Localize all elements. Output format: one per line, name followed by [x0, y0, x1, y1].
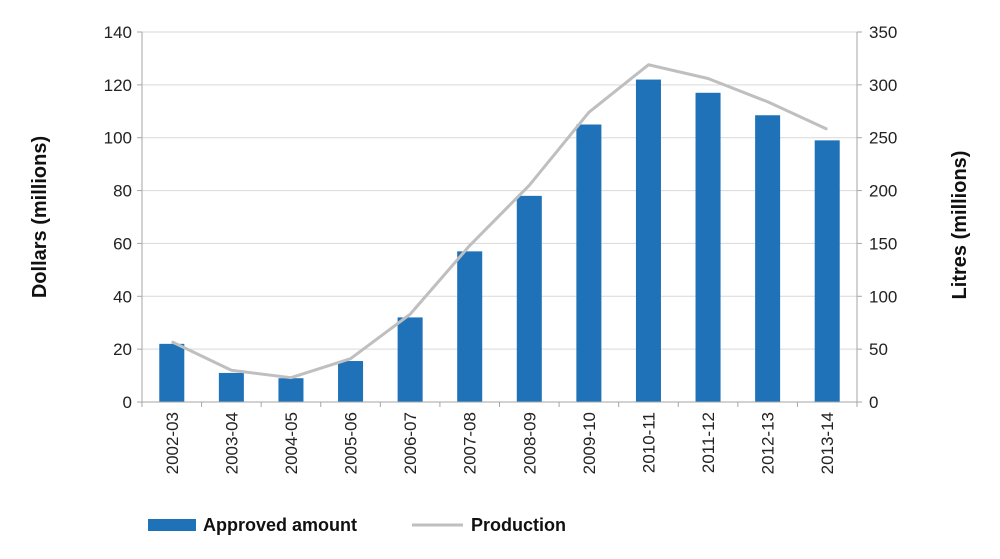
y2-tick-label: 300 [869, 76, 897, 95]
y2-tick-label: 50 [869, 340, 888, 359]
bar [755, 115, 781, 402]
axes: 0 20 40 60 80 100 120 140 0 50 100 150 200 250 300 350 2… [104, 23, 898, 474]
y-tick-label: 40 [113, 287, 132, 306]
y-tick-label: 80 [113, 182, 132, 201]
y-tick-label: 0 [123, 393, 132, 412]
bar [218, 372, 244, 402]
bar [159, 343, 185, 402]
bar [516, 195, 542, 402]
x-tick-label: 2008-09 [520, 412, 539, 474]
x-tick-label: 2011-12 [699, 412, 718, 473]
x-tick-label: 2010-11 [639, 412, 658, 473]
y-tick-label: 100 [104, 129, 132, 148]
bar [576, 124, 602, 402]
y2-tick-label: 250 [869, 129, 897, 148]
line-point [469, 245, 471, 247]
line-point [588, 111, 590, 113]
line-point [171, 341, 173, 343]
y2-tick-label: 0 [869, 393, 878, 412]
line-point [826, 128, 828, 130]
y2-tick-label: 100 [869, 287, 897, 306]
y2-tick-label: 200 [869, 182, 897, 201]
bar [397, 317, 423, 402]
bar [338, 361, 364, 402]
line-point [290, 377, 292, 379]
y2-axis-title: Litres (millions) [949, 151, 971, 300]
x-tick-label: 2013-14 [818, 412, 837, 474]
line-point [647, 64, 649, 66]
x-tick-label: 2005-06 [342, 412, 361, 474]
line-point [230, 369, 232, 371]
bar-series [159, 79, 840, 403]
bar [695, 92, 721, 403]
legend-label-production: Production [471, 515, 566, 535]
bar [814, 140, 840, 402]
line-point [767, 101, 769, 103]
gridlines [142, 31, 857, 350]
bar [457, 251, 483, 402]
bar [635, 79, 661, 403]
y-tick-label: 140 [104, 23, 132, 42]
x-tick-label: 2009-10 [580, 412, 599, 474]
production-line [171, 63, 828, 380]
legend-bar-swatch [148, 519, 196, 531]
line-point [350, 358, 352, 360]
x-tick-label: 2012-13 [759, 412, 778, 474]
line-series [171, 63, 828, 380]
line-point [409, 313, 411, 315]
x-tick-label: 2003-04 [222, 412, 241, 474]
legend: Approved amount Production [148, 515, 566, 535]
x-tick-label: 2006-07 [401, 412, 420, 474]
bar [278, 378, 304, 402]
y2-tick-label: 350 [869, 23, 897, 42]
y-tick-label: 60 [113, 234, 132, 253]
legend-label-approved-amount: Approved amount [203, 515, 357, 535]
y-tick-label: 120 [104, 76, 132, 95]
x-tick-label: 2007-08 [461, 412, 480, 474]
x-tick-label: 2002-03 [163, 412, 182, 474]
line-point [707, 78, 709, 80]
line-point [528, 184, 530, 186]
y2-tick-label: 150 [869, 234, 897, 253]
x-tick-label: 2004-05 [282, 412, 301, 474]
y-axis-title: Dollars (millions) [29, 136, 51, 298]
y-tick-label: 20 [113, 340, 132, 359]
